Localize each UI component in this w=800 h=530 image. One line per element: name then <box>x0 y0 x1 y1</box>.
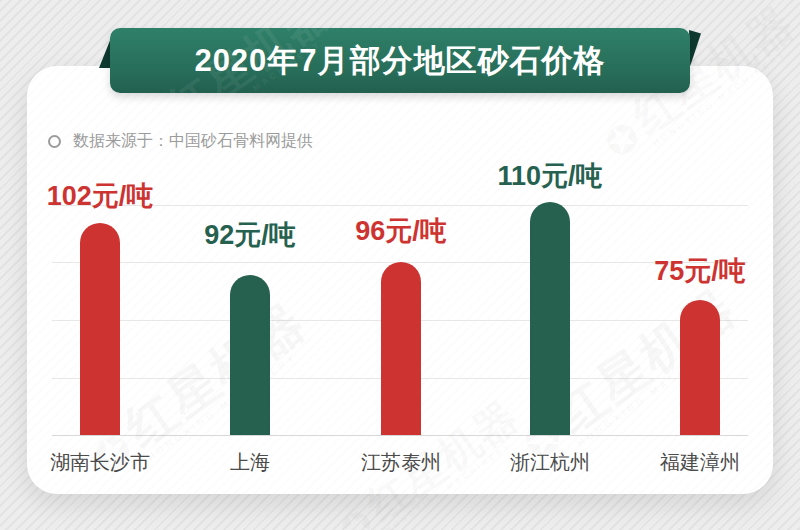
source-note: 数据来源于：中国砂石骨料网提供 <box>48 131 313 152</box>
circle-bullet-icon <box>48 135 61 148</box>
source-note-label: 数据来源于：中国砂石骨料网提供 <box>73 131 313 152</box>
bar-湖南长沙市 <box>80 223 120 435</box>
bar-上海 <box>230 275 270 435</box>
bar-浙江杭州 <box>530 202 570 435</box>
infographic: 2020年7月部分地区砂石价格 数据来源于：中国砂石骨料网提供 102元/吨湖南… <box>0 0 800 530</box>
ribbon-fold-right <box>689 30 701 66</box>
category-label: 上海 <box>230 449 270 476</box>
bar-福建漳州 <box>680 300 720 435</box>
page-title: 2020年7月部分地区砂石价格 <box>194 40 605 82</box>
value-label: 92元/吨 <box>204 219 296 251</box>
value-label: 75元/吨 <box>654 255 746 287</box>
axis-baseline <box>52 435 748 436</box>
gridline <box>52 205 748 206</box>
title-ribbon: 2020年7月部分地区砂石价格 <box>110 28 690 93</box>
value-label: 110元/吨 <box>497 160 602 192</box>
category-label: 福建漳州 <box>660 449 740 476</box>
value-label: 96元/吨 <box>355 215 447 247</box>
bar-江苏泰州 <box>381 262 421 435</box>
value-label: 102元/吨 <box>47 180 154 212</box>
category-label: 江苏泰州 <box>361 449 441 476</box>
category-label: 湖南长沙市 <box>50 449 150 476</box>
category-label: 浙江杭州 <box>510 449 590 476</box>
watermark-logo-icon: ✪ <box>332 500 382 530</box>
